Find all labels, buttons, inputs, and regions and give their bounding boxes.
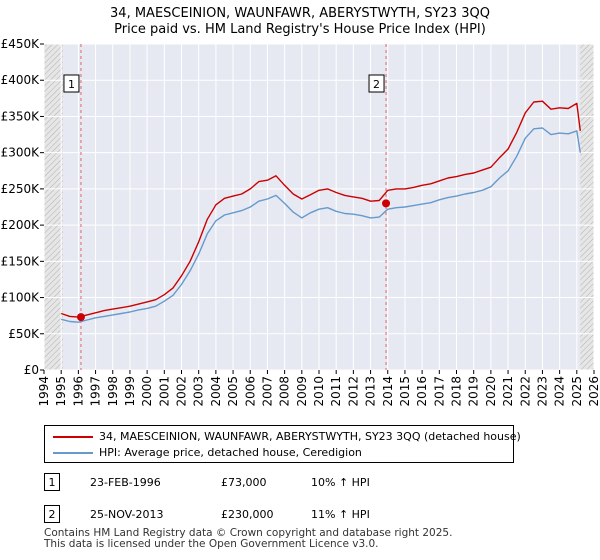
chart-legend: 34, MAESCEINION, WAUNFAWR, ABERYSTWYTH, … bbox=[44, 425, 521, 463]
annotation-badge: 1 bbox=[44, 473, 60, 491]
annotation-hpi-change: 10% ↑ HPI bbox=[311, 476, 370, 489]
x-tick-label: 2021 bbox=[501, 376, 515, 407]
annotation-price: £230,000 bbox=[221, 508, 274, 521]
x-tick-label: 2019 bbox=[467, 376, 481, 407]
x-tick-label: 2025 bbox=[570, 376, 584, 407]
sale-point bbox=[382, 199, 391, 208]
x-tick-label: 2016 bbox=[415, 376, 429, 407]
annotation-hpi-change: 11% ↑ HPI bbox=[311, 508, 370, 521]
hatched-region bbox=[44, 44, 63, 370]
x-tick-label: 2026 bbox=[587, 376, 600, 407]
sale-marker-label: 2 bbox=[373, 78, 380, 91]
footer: Contains HM Land Registry data © Crown c… bbox=[44, 528, 452, 550]
footer-copyright: Contains HM Land Registry data © Crown c… bbox=[44, 527, 453, 539]
price-chart: 34, MAESCEINION, WAUNFAWR, ABERYSTWYTH, … bbox=[1, 6, 600, 407]
y-tick-label: £150K bbox=[1, 254, 41, 268]
x-tick-label: 2013 bbox=[364, 376, 378, 407]
x-tick-label: 2001 bbox=[157, 376, 171, 407]
legend-swatch-hpi bbox=[53, 452, 93, 454]
x-tick-label: 2010 bbox=[312, 376, 326, 407]
x-tick-label: 2017 bbox=[432, 376, 446, 407]
x-tick-label: 1997 bbox=[89, 376, 103, 407]
x-tick-label: 2012 bbox=[346, 376, 360, 407]
annotation-date: 25-NOV-2013 bbox=[90, 508, 164, 521]
x-tick-label: 1998 bbox=[106, 376, 120, 407]
x-tick-label: 2002 bbox=[175, 376, 189, 407]
annotation-date: 23-FEB-1996 bbox=[90, 476, 161, 489]
x-tick-label: 2014 bbox=[381, 376, 395, 407]
x-tick-label: 2008 bbox=[278, 376, 292, 407]
x-tick-label: 1996 bbox=[71, 376, 85, 407]
y-tick-label: £250K bbox=[1, 182, 41, 196]
x-tick-label: 2000 bbox=[140, 376, 154, 407]
x-tick-label: 2024 bbox=[553, 376, 567, 407]
y-tick-label: £50K bbox=[8, 327, 40, 341]
x-tick-label: 2023 bbox=[535, 376, 549, 407]
x-tick-label: 2007 bbox=[260, 376, 274, 407]
legend-label-hpi: HPI: Average price, detached house, Cere… bbox=[99, 446, 362, 459]
sale-marker-box bbox=[368, 74, 385, 93]
y-tick-label: £450K bbox=[1, 37, 41, 51]
legend-label-property: 34, MAESCEINION, WAUNFAWR, ABERYSTWYTH, … bbox=[99, 430, 521, 443]
x-tick-label: 1995 bbox=[54, 376, 68, 407]
x-tick-label: 2015 bbox=[398, 376, 412, 407]
x-tick-label: 2020 bbox=[484, 376, 498, 407]
x-tick-label: 2018 bbox=[450, 376, 464, 407]
x-tick-label: 2022 bbox=[518, 376, 532, 407]
y-tick-label: £200K bbox=[1, 218, 41, 232]
series-line bbox=[60, 100, 581, 318]
legend-swatch-property bbox=[53, 436, 93, 438]
hatched-region bbox=[580, 44, 594, 370]
annotation-badge: 2 bbox=[44, 505, 60, 523]
y-tick-label: £350K bbox=[1, 109, 41, 123]
chart-subtitle: Price paid vs. HM Land Registry's House … bbox=[114, 22, 486, 37]
sale-point bbox=[76, 313, 85, 322]
annotation-price: £73,000 bbox=[221, 476, 267, 489]
y-tick-label: £100K bbox=[1, 291, 41, 305]
footer-licence: This data is licensed under the Open Gov… bbox=[44, 538, 379, 550]
y-tick-label: £400K bbox=[1, 73, 41, 87]
sale-marker-label: 1 bbox=[68, 78, 75, 91]
x-tick-label: 2005 bbox=[226, 376, 240, 407]
x-tick-label: 1994 bbox=[37, 376, 51, 407]
chart-title: 34, MAESCEINION, WAUNFAWR, ABERYSTWYTH, … bbox=[110, 6, 490, 21]
y-tick-label: £0 bbox=[24, 363, 39, 377]
x-tick-label: 2006 bbox=[243, 376, 257, 407]
x-tick-label: 2009 bbox=[295, 376, 309, 407]
sale-marker-box bbox=[63, 74, 80, 93]
x-tick-label: 2003 bbox=[192, 376, 206, 407]
x-tick-label: 1999 bbox=[123, 376, 137, 407]
x-tick-label: 2011 bbox=[329, 376, 343, 407]
series-line bbox=[61, 127, 581, 323]
y-tick-label: £300K bbox=[1, 146, 41, 160]
x-tick-label: 2004 bbox=[209, 376, 223, 407]
